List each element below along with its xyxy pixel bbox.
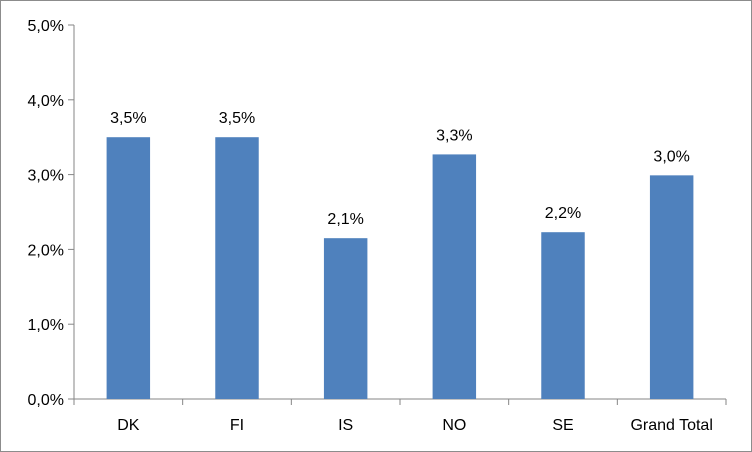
y-tick-label: 3,0% bbox=[28, 168, 64, 185]
x-axis: DK FI IS NO SE Grand Total bbox=[73, 398, 727, 434]
data-label: 3,3% bbox=[436, 127, 472, 144]
y-tick-label: 4,0% bbox=[28, 93, 64, 110]
x-tick-label: Grand Total bbox=[630, 417, 712, 434]
y-tick-label: 0,0% bbox=[28, 392, 64, 409]
data-label: 3,0% bbox=[653, 148, 689, 165]
bar-no bbox=[432, 154, 477, 399]
x-tick-label: IS bbox=[338, 417, 353, 434]
x-tick-label: FI bbox=[230, 417, 244, 434]
y-tick-label: 1,0% bbox=[28, 317, 64, 334]
x-tick-label: DK bbox=[117, 417, 140, 434]
data-label: 3,5% bbox=[219, 110, 255, 127]
x-tick-label: SE bbox=[552, 417, 573, 434]
bar-fi bbox=[215, 137, 259, 399]
y-tick-label: 5,0% bbox=[28, 18, 64, 35]
y-axis: 0,0% 1,0% 2,0% 3,0% 4,0% 5,0% bbox=[28, 18, 75, 409]
data-label: 2,1% bbox=[327, 211, 363, 228]
bar-is bbox=[323, 238, 368, 399]
bars bbox=[106, 137, 694, 399]
bar-se bbox=[541, 232, 585, 399]
data-label: 2,2% bbox=[545, 205, 581, 222]
data-labels: 3,5% 3,5% 2,1% 3,3% 2,2% 3,0% bbox=[110, 110, 690, 228]
data-label: 3,5% bbox=[110, 110, 146, 127]
x-tick-label: NO bbox=[442, 417, 466, 434]
bar-dk bbox=[106, 137, 151, 399]
y-tick-label: 2,0% bbox=[28, 242, 64, 259]
bar-grand-total bbox=[649, 175, 694, 399]
